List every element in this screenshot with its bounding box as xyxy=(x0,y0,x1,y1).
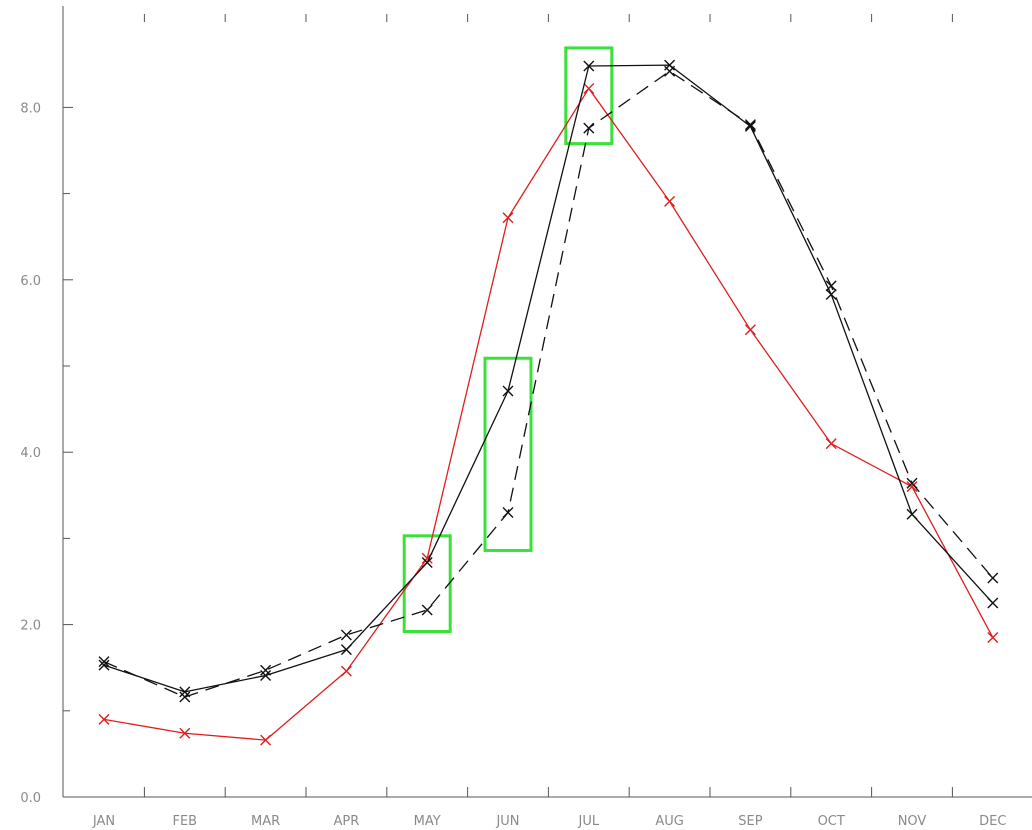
y-tick-label: 6.0 xyxy=(20,274,41,289)
series-line xyxy=(103,70,994,698)
data-point-marker xyxy=(664,65,676,77)
data-point-marker xyxy=(179,691,191,703)
x-tick-label: JUL xyxy=(578,814,600,829)
data-point-marker xyxy=(260,734,272,746)
data-point-marker xyxy=(987,572,999,584)
x-tick-label: MAR xyxy=(251,814,280,829)
x-tick-label: APR xyxy=(334,814,360,829)
highlight-box xyxy=(483,356,533,552)
data-point-marker xyxy=(583,60,595,72)
x-tick-label: JUN xyxy=(495,814,519,829)
x-tick-label: MAY xyxy=(414,814,441,829)
data-point-marker xyxy=(906,481,918,493)
y-tick-label: 2.0 xyxy=(20,619,41,634)
series-line xyxy=(103,87,994,741)
data-point-marker xyxy=(179,686,191,698)
data-point-marker xyxy=(825,288,837,300)
chart-axes xyxy=(62,6,1032,798)
data-point-marker xyxy=(825,438,837,450)
data-point-marker xyxy=(98,659,110,671)
y-tick-label: 8.0 xyxy=(20,101,41,116)
x-tick-label: DEC xyxy=(979,814,1006,829)
x-tick-label: AUG xyxy=(655,814,683,829)
x-tick-labels: JAN FEB MAR APR MAY JUN JUL AUG SEP OCT NOV DEC xyxy=(92,814,1007,829)
data-point-marker xyxy=(744,324,756,336)
data-point-marker xyxy=(583,122,595,134)
data-point-marker xyxy=(340,665,352,677)
data-point-marker xyxy=(744,119,756,131)
series-3 xyxy=(98,65,999,703)
x-tick-label: FEB xyxy=(172,814,197,829)
highlight-box xyxy=(564,46,614,146)
data-point-marker xyxy=(260,669,272,681)
series-1 xyxy=(98,82,999,746)
x-tick-label: OCT xyxy=(818,814,845,829)
data-point-marker xyxy=(421,604,433,616)
data-point-marker xyxy=(825,280,837,292)
highlight-box xyxy=(402,534,452,633)
y-tick-labels: 0.0 2.0 4.0 6.0 8.0 xyxy=(20,101,41,806)
data-point-marker xyxy=(906,477,918,489)
data-point-marker xyxy=(502,212,514,224)
data-point-marker xyxy=(987,597,999,609)
chart-series xyxy=(98,59,999,746)
data-point-marker xyxy=(906,508,918,520)
series-line xyxy=(103,64,994,693)
x-tick-label: SEP xyxy=(738,814,762,829)
data-point-marker xyxy=(583,82,595,94)
highlight-boxes xyxy=(402,46,614,633)
data-point-marker xyxy=(260,664,272,676)
data-point-marker xyxy=(98,713,110,725)
data-point-marker xyxy=(987,632,999,644)
y-tick-label: 4.0 xyxy=(20,446,41,461)
y-tick-label: 0.0 xyxy=(20,791,41,806)
data-point-marker xyxy=(502,385,514,397)
x-tick-label: NOV xyxy=(898,814,927,829)
data-point-marker xyxy=(98,656,110,668)
data-point-marker xyxy=(502,507,514,519)
data-point-marker xyxy=(664,195,676,207)
data-point-marker xyxy=(421,557,433,569)
data-point-marker xyxy=(179,727,191,739)
data-point-marker xyxy=(340,644,352,656)
data-point-marker xyxy=(340,629,352,641)
x-tick-label: JAN xyxy=(92,814,115,829)
series-2 xyxy=(98,59,999,698)
